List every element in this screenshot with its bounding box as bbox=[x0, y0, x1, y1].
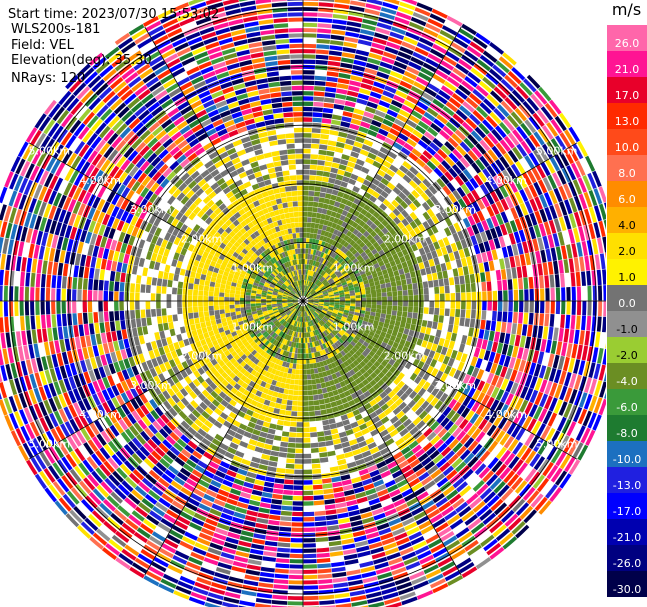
colorbar-swatch bbox=[607, 25, 647, 52]
colorbar-swatch bbox=[607, 519, 647, 546]
colorbar-tick-label: 0.0 bbox=[618, 297, 636, 310]
colorbar: 26.0 21.0 17.0 13.0 10.0 8.0 6.0 4.0 2.0 1.0 0.0 -1… bbox=[607, 25, 647, 597]
range-ring-label: 4.00km bbox=[79, 408, 121, 421]
colorbar-swatch bbox=[607, 337, 647, 364]
nrays-text: NRays: 120 bbox=[11, 71, 86, 86]
colorbar-tick-label: -8.0 bbox=[616, 427, 637, 440]
range-ring-labels: 1.00km 1.00km 1.00km 1.00km 2.00km 2.00km 2.00… bbox=[29, 145, 578, 451]
colorbar-swatch bbox=[607, 207, 647, 234]
range-ring-label: 4.00km bbox=[485, 174, 527, 187]
range-grid bbox=[0, 0, 606, 607]
colorbar-swatch bbox=[607, 181, 647, 208]
colorbar-swatch bbox=[607, 363, 647, 390]
colorbar-swatch bbox=[607, 389, 647, 416]
gate-group bbox=[0, 0, 606, 607]
range-ring-label: 2.00km bbox=[384, 350, 426, 363]
colorbar-tick-label: -13.0 bbox=[613, 479, 641, 492]
gate-group bbox=[0, 1, 606, 607]
range-ring-label: 1.00km bbox=[333, 320, 375, 333]
colorbar-tick-label: -4.0 bbox=[616, 375, 637, 388]
range-ring-label: 2.00km bbox=[384, 232, 426, 245]
gate-group bbox=[12, 0, 606, 607]
gate-group bbox=[3, 0, 592, 517]
range-ring-label: 5.00km bbox=[29, 438, 71, 451]
colorbar-swatch bbox=[607, 51, 647, 78]
azimuth-spoke bbox=[302, 142, 578, 302]
colorbar-swatch bbox=[607, 259, 647, 286]
colorbar-tick-label: 1.0 bbox=[618, 271, 636, 284]
colorbar-tick-label: -30.0 bbox=[613, 583, 641, 596]
azimuth-spoke bbox=[144, 300, 304, 576]
azimuth-spoke bbox=[144, 26, 304, 302]
colorbar-swatch bbox=[607, 415, 647, 442]
azimuth-spoke bbox=[28, 142, 304, 302]
range-ring-label: 2.00km bbox=[181, 350, 223, 363]
colorbar-tick-label: 17.0 bbox=[615, 89, 640, 102]
gate-group bbox=[9, 13, 583, 607]
colorbar-tick-label: 4.0 bbox=[618, 219, 636, 232]
colorbar-swatch bbox=[607, 441, 647, 468]
colorbar-swatch bbox=[607, 233, 647, 260]
colorbar-swatch bbox=[607, 103, 647, 130]
colorbar-tick-label: 26.0 bbox=[615, 37, 640, 50]
colorbar-tick-label: 6.0 bbox=[618, 193, 636, 206]
range-ring-label: 3.00km bbox=[130, 379, 172, 392]
range-ring-label: 4.00km bbox=[79, 174, 121, 187]
colorbar-tick-label: -6.0 bbox=[616, 401, 637, 414]
elevation-text: Elevation(deg): 35.30 bbox=[11, 53, 152, 68]
azimuth-spoke bbox=[28, 300, 304, 460]
colorbar-swatch bbox=[607, 77, 647, 104]
colorbar-tick-label: 10.0 bbox=[615, 141, 640, 154]
colorbar-swatch bbox=[607, 545, 647, 572]
range-ring-label: 1.00km bbox=[232, 262, 274, 275]
range-ring-label: 5.00km bbox=[536, 438, 578, 451]
range-ring-label: 1.00km bbox=[232, 320, 274, 333]
colorbar-tick-label: -26.0 bbox=[613, 557, 641, 570]
range-ring-label: 4.00km bbox=[485, 408, 527, 421]
gate-group bbox=[9, 2, 606, 607]
velocity-gates bbox=[0, 0, 606, 607]
colorbar-swatch bbox=[607, 311, 647, 338]
colorbar-swatch bbox=[607, 155, 647, 182]
colorbar-swatch bbox=[607, 571, 647, 597]
colorbar-tick-label: 21.0 bbox=[615, 63, 640, 76]
azimuth-spoke bbox=[302, 26, 462, 302]
gate-group bbox=[2, 0, 592, 575]
field-text: Field: VEL bbox=[11, 38, 74, 53]
colorbar-tick-label: -1.0 bbox=[616, 323, 637, 336]
colorbar-swatch bbox=[607, 493, 647, 520]
colorbar-swatch bbox=[607, 285, 647, 312]
colorbar-tick-label: 2.0 bbox=[618, 245, 636, 258]
colorbar-tick-label: -2.0 bbox=[616, 349, 637, 362]
range-ring-label: 5.00km bbox=[29, 145, 71, 158]
colorbar-tick-label: 8.0 bbox=[618, 167, 636, 180]
azimuth-spoke bbox=[302, 300, 462, 576]
ppi-plot: 1.00km 1.00km 1.00km 1.00km 2.00km 2.00km 2.00… bbox=[0, 0, 606, 607]
colorbar-tick-label: -10.0 bbox=[613, 453, 641, 466]
colorbar-swatch bbox=[607, 467, 647, 494]
range-ring-label: 5.00km bbox=[536, 145, 578, 158]
colorbar-swatch bbox=[607, 129, 647, 156]
start-time-text: Start time: 2023/07/30 15:53:02 bbox=[8, 7, 220, 22]
range-ring-label: 1.00km bbox=[333, 262, 375, 275]
gate-group bbox=[0, 8, 598, 607]
range-ring-label: 3.00km bbox=[434, 379, 476, 392]
colorbar-tick-label: -17.0 bbox=[613, 505, 641, 518]
colorbar-unit: m/s bbox=[611, 0, 642, 19]
range-ring-label: 3.00km bbox=[434, 203, 476, 216]
azimuth-spoke bbox=[302, 300, 578, 460]
colorbar-tick-label: 13.0 bbox=[615, 115, 640, 128]
range-ring-label: 2.00km bbox=[181, 232, 223, 245]
colorbar-tick-label: -21.0 bbox=[613, 531, 641, 544]
range-ring-label: 3.00km bbox=[130, 203, 172, 216]
instrument-text: WLS200s-181 bbox=[11, 22, 101, 37]
